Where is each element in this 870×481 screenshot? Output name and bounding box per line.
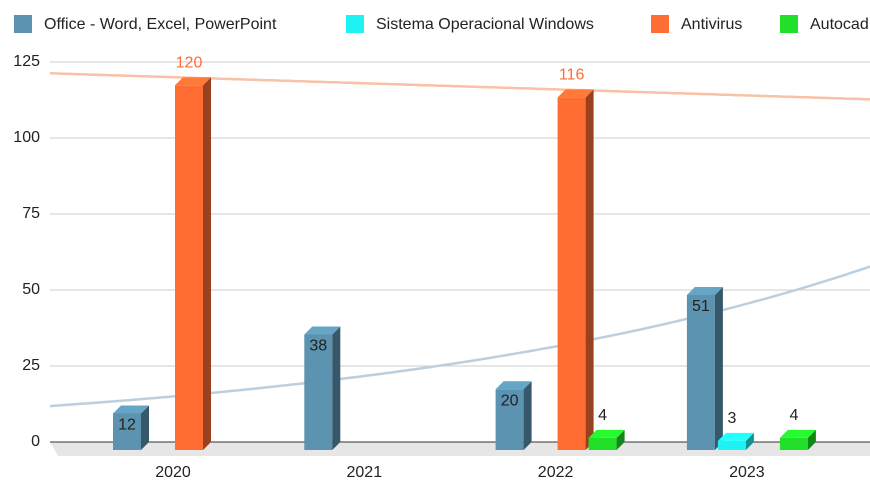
- data-label: 116: [559, 67, 585, 84]
- bar-face: [332, 326, 341, 450]
- bar-face: [113, 405, 149, 414]
- bar-face: [113, 413, 141, 450]
- bar-face: [588, 437, 617, 450]
- data-label: 3: [727, 410, 736, 427]
- bar-face: [141, 405, 149, 450]
- bar-face: [304, 326, 341, 335]
- legend-label: Sistema Operacional Windows: [376, 16, 594, 33]
- y-tick-label: 0: [31, 433, 40, 450]
- bar: [175, 77, 211, 450]
- bar-face: [557, 97, 586, 451]
- bar-face: [495, 381, 532, 390]
- bar-face: [557, 89, 594, 98]
- legend-swatch: [346, 15, 364, 33]
- bar-face: [779, 437, 808, 450]
- legend-swatch: [651, 15, 669, 33]
- data-label: 38: [309, 338, 327, 355]
- bar-face: [686, 294, 715, 450]
- bar-face: [807, 429, 816, 450]
- bar-face: [588, 429, 625, 438]
- data-label: 51: [692, 298, 710, 315]
- bar-face: [686, 286, 723, 295]
- bar: [717, 432, 754, 450]
- data-label: 12: [118, 417, 136, 434]
- bar: [495, 381, 532, 450]
- bar-face: [585, 89, 594, 451]
- x-tick-label: 2022: [538, 464, 574, 481]
- bar-face: [779, 429, 816, 438]
- bar-face: [304, 334, 333, 450]
- data-label: 20: [501, 392, 519, 409]
- bar: [304, 326, 341, 450]
- x-tick-label: 2021: [347, 464, 383, 481]
- data-label: 120: [176, 54, 203, 71]
- legend-label: Antivirus: [681, 16, 742, 33]
- bar-face: [717, 432, 754, 441]
- x-tick-label: 2020: [155, 464, 191, 481]
- bar: [779, 429, 816, 450]
- bar-face: [203, 77, 211, 450]
- bar: [588, 429, 625, 450]
- trendline: [49, 265, 870, 408]
- trendline: [49, 72, 870, 101]
- data-label: 4: [789, 407, 798, 424]
- y-tick-label: 100: [13, 129, 40, 146]
- bar-face: [717, 440, 746, 450]
- bar-face: [175, 77, 211, 86]
- bar-face: [495, 389, 524, 450]
- legend-swatch: [780, 15, 798, 33]
- y-tick-label: 25: [22, 357, 40, 374]
- bar-face: [523, 381, 532, 450]
- legend-swatch: [14, 15, 32, 33]
- bar: [113, 405, 149, 450]
- bar-face: [745, 432, 754, 450]
- bar: [686, 286, 723, 450]
- bar-face: [616, 429, 625, 450]
- bar-face: [175, 85, 203, 450]
- data-label: 4: [598, 407, 607, 424]
- y-tick-label: 50: [22, 281, 40, 298]
- bar: [557, 89, 594, 451]
- x-tick-label: 2023: [729, 464, 765, 481]
- y-tick-label: 125: [13, 53, 40, 70]
- floor: [50, 442, 870, 456]
- legend-label: Autocad: [810, 16, 869, 33]
- y-tick-label: 75: [22, 205, 40, 222]
- bar-face: [714, 286, 723, 450]
- legend-label: Office - Word, Excel, PowerPoint: [44, 16, 277, 33]
